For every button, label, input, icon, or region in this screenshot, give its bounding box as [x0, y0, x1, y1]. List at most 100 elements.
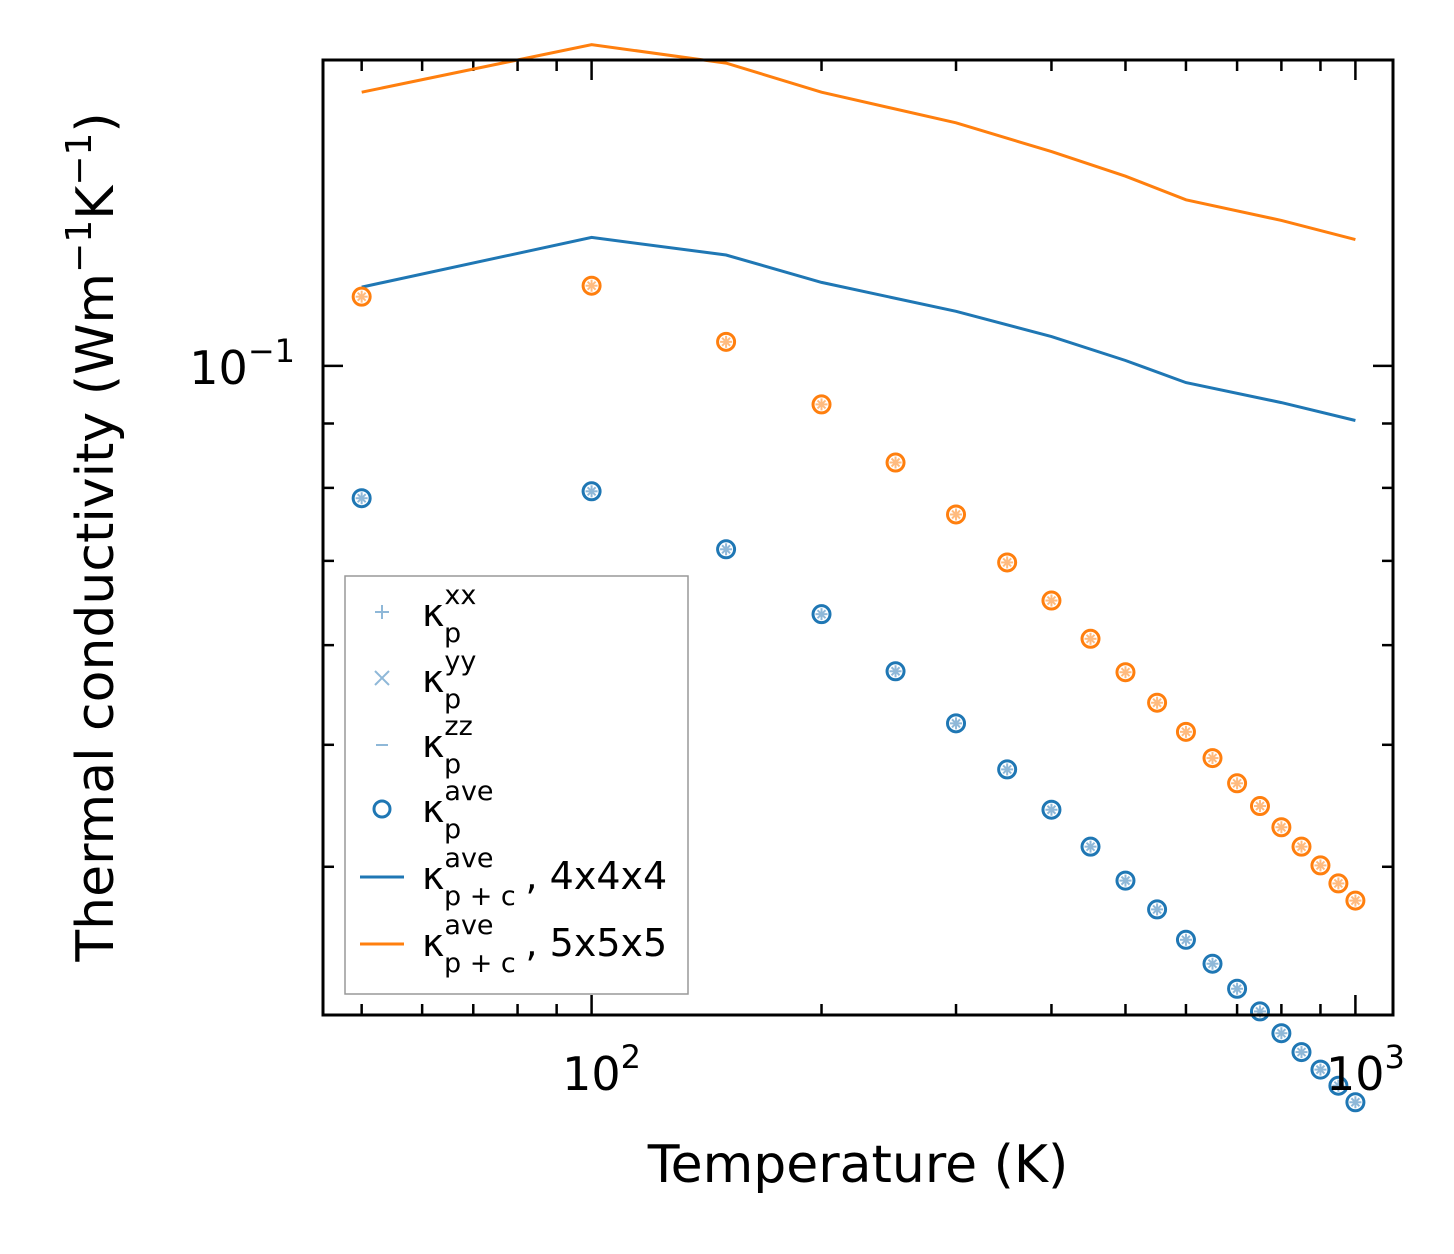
x-tick-label: 102: [562, 1038, 641, 1101]
y-axis-label-end: ): [66, 112, 126, 132]
data-point-kappa_p_ave_4x4x4: [997, 759, 1018, 780]
data-point-kappa_p_ave_4x4x4: [1249, 1001, 1270, 1022]
data-point-kappa_p_ave_4x4x4: [581, 481, 602, 502]
kappa-yy-marker: [1276, 1028, 1287, 1038]
x-tick-label-base: 10: [562, 1047, 621, 1101]
legend-label-sup: zz: [444, 711, 472, 742]
data-point-kappa_p_ave_4x4x4: [351, 488, 372, 509]
data-point-kappa_p_ave_4x4x4: [1328, 1075, 1349, 1096]
x-tick-label-exp: 2: [621, 1038, 641, 1076]
kappa-ave-marker: [1202, 748, 1223, 769]
kappa-ave-marker: [1328, 1075, 1349, 1096]
kappa-yy-marker: [1181, 935, 1191, 945]
kappa-ave-marker: [1202, 953, 1223, 974]
y-axis-label-mid: K: [66, 184, 126, 220]
kappa-ave-marker: [1271, 1023, 1292, 1044]
legend-label-sub: p: [444, 684, 461, 715]
kappa-yy-marker: [1232, 778, 1242, 789]
kappa-ave-marker: [1291, 836, 1312, 857]
kappa-ave-marker: [1080, 628, 1101, 649]
data-point-kappa_p_ave_4x4x4: [1310, 1059, 1331, 1080]
series-line-kappa_pc_ave_5x5x5: [361, 43, 1356, 242]
series-markers: [351, 275, 1366, 1113]
kappa-ave-marker: [1115, 662, 1136, 683]
kappa-yy-marker: [1232, 984, 1242, 994]
data-point-kappa_p_ave_5x5x5: [1345, 890, 1366, 911]
kappa-ave-marker: [1041, 799, 1062, 820]
kappa-ave-marker: [1147, 692, 1168, 713]
legend-label-base: κ: [422, 854, 444, 898]
plot-frame: [321, 58, 1395, 1017]
x-tick-label-base: 10: [1326, 1047, 1385, 1101]
data-point-kappa_p_ave_4x4x4: [1227, 978, 1248, 999]
kappa-yy-marker: [1120, 875, 1131, 886]
kappa-ave-marker: [1249, 1001, 1270, 1022]
kappa-yy-marker: [1207, 753, 1218, 763]
kappa-yy-marker: [1276, 822, 1287, 832]
legend-entry: κave p + c , 4x4x4: [360, 843, 667, 912]
kappa-yy-marker: [356, 291, 367, 302]
kappa-yy-marker: [1333, 1080, 1344, 1091]
kappa-yy-marker: [890, 666, 901, 676]
kappa-yy-marker: [1296, 1047, 1307, 1057]
data-point-kappa_p_ave_5x5x5: [1175, 721, 1196, 742]
kappa-yy-marker: [586, 281, 597, 291]
kappa-yy-marker: [1333, 878, 1344, 889]
legend-entry: κxx p: [375, 580, 476, 649]
data-point-kappa_p_ave_5x5x5: [1249, 796, 1270, 817]
x-tick-label-exp: 3: [1385, 1038, 1405, 1076]
legend-label-suffix: , 5x5x5: [526, 921, 668, 965]
kappa-ave-marker: [997, 552, 1018, 573]
legend-label: κyy p: [422, 646, 476, 715]
data-point-kappa_p_ave_5x5x5: [1202, 748, 1223, 769]
legend-label-suffix: , 4x4x4: [526, 854, 668, 898]
kappa-yy-marker: [1002, 764, 1012, 775]
legend-label: κzz p: [422, 711, 473, 780]
kappa-ave-marker: [1080, 836, 1101, 857]
kappa-yy-marker: [1296, 841, 1307, 852]
data-point-kappa_p_ave_5x5x5: [716, 331, 737, 352]
legend-label: κxx p: [422, 580, 476, 649]
data-point-kappa_p_ave_5x5x5: [885, 452, 906, 473]
legend-entry: κave p: [372, 776, 494, 845]
data-point-kappa_p_ave_5x5x5: [1291, 836, 1312, 857]
kappa-ave-marker: [1227, 773, 1248, 794]
data-point-kappa_p_ave_5x5x5: [581, 275, 602, 296]
kappa-yy-marker: [1046, 805, 1057, 815]
cross-icon: [374, 670, 390, 686]
kappa-ave-marker: [351, 286, 372, 307]
data-point-kappa_p_ave_4x4x4: [1175, 929, 1196, 950]
legend-label-base: κ: [422, 722, 444, 766]
legend-entry: κzz p: [376, 711, 473, 780]
kappa-ave-marker: [1310, 855, 1331, 876]
series-lines: [361, 43, 1356, 422]
data-point-kappa_p_ave_5x5x5: [1227, 773, 1248, 794]
legend-label: κave p + c , 4x4x4: [422, 843, 667, 912]
legend-label-base: κ: [422, 657, 444, 701]
data-point-kappa_p_ave_4x4x4: [1115, 870, 1136, 891]
kappa-ave-marker: [581, 275, 602, 296]
legend-label: κave p: [422, 776, 494, 845]
kappa-ave-marker: [716, 539, 737, 560]
data-point-kappa_p_ave_5x5x5: [351, 286, 372, 307]
legend-label: κave p + c , 5x5x5: [422, 910, 667, 979]
kappa-ave-marker: [946, 713, 967, 734]
y-tick-label-exp: −1: [248, 332, 295, 370]
legend-label-sup: ave: [444, 776, 493, 807]
kappa-yy-marker: [721, 544, 731, 554]
y-tick-label-base: 10: [189, 341, 248, 395]
kappa-yy-marker: [1350, 1097, 1361, 1107]
kappa-yy-marker: [1181, 727, 1191, 737]
circle-icon: [372, 799, 392, 819]
y-axis-label: Thermal conductivity (Wm−1K−1): [59, 112, 126, 962]
data-point-kappa_p_ave_4x4x4: [1345, 1092, 1366, 1113]
kappa-yy-marker: [951, 718, 961, 729]
legend-label-base: κ: [422, 921, 444, 965]
kappa-ave-marker: [1328, 873, 1349, 894]
kappa-ave-marker: [1175, 721, 1196, 742]
data-point-kappa_p_ave_4x4x4: [716, 539, 737, 560]
data-point-kappa_p_ave_4x4x4: [1080, 836, 1101, 857]
